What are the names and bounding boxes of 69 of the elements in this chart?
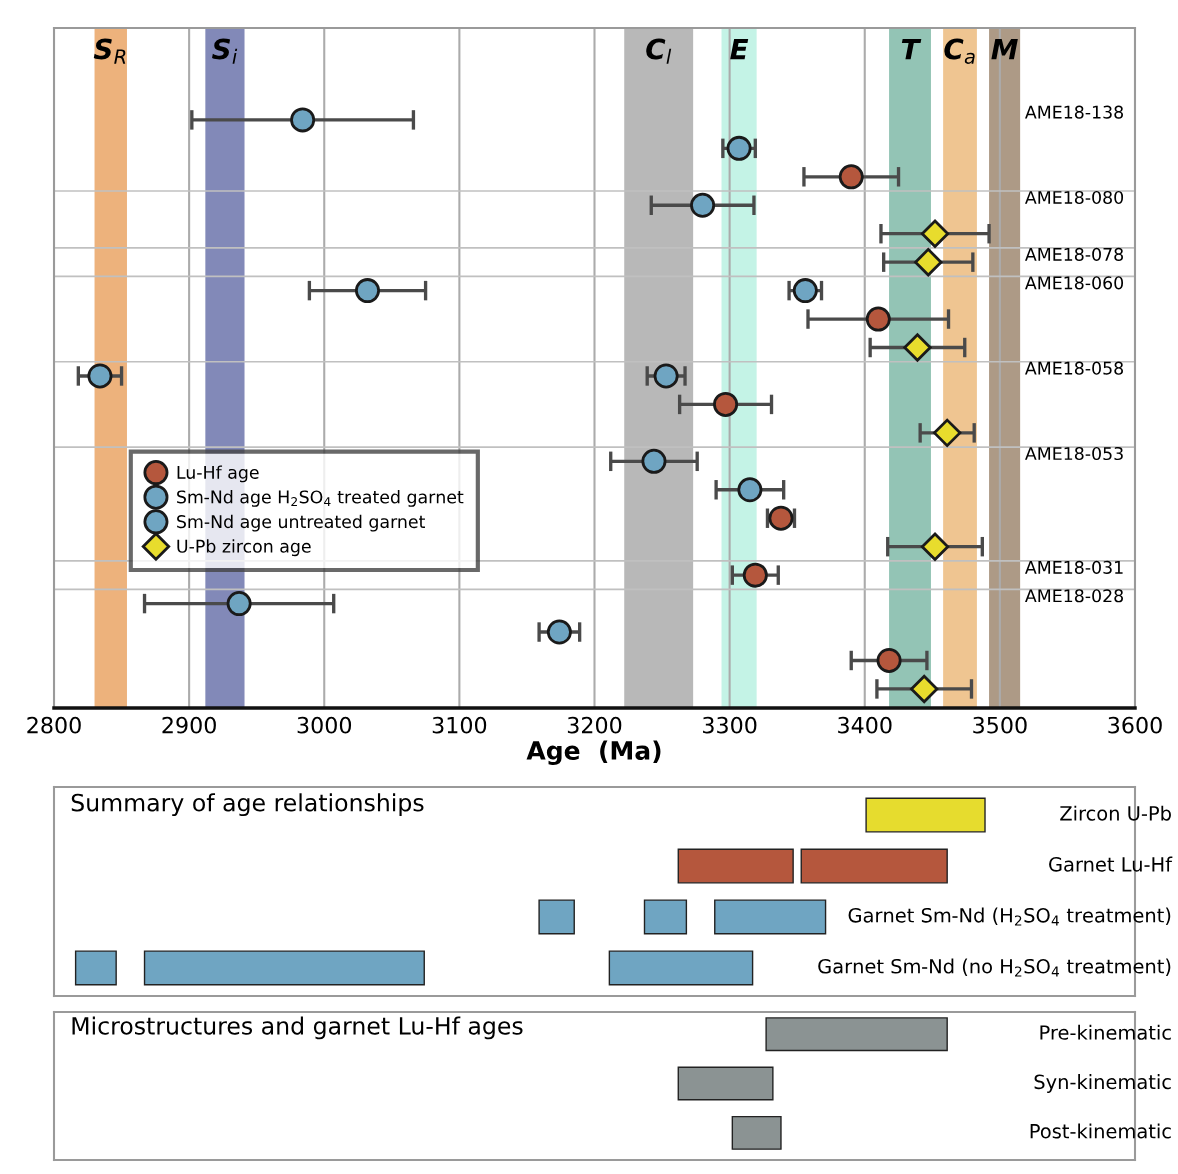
y-tick-label: Post-kinematic [1030,1123,1171,1139]
y-tick-label: AME18-078 [1025,247,1123,261]
band-label: C$_{l}$ [646,38,672,64]
point [920,532,950,561]
x-tick-label: 3400 [838,716,892,734]
x-tick-label: 3300 [703,716,757,734]
y-tick-label: Zircon U-Pb [1060,805,1171,821]
point [641,448,667,474]
band-label: M [991,39,1018,60]
y-tick-label: AME18-028 [1025,589,1123,603]
point [87,363,113,389]
y-tick-label: Garnet Lu-Hf [1049,856,1173,872]
bar [143,950,425,986]
bar [74,950,117,986]
bar [677,848,794,884]
point [933,418,962,448]
point [914,248,943,277]
y-tick-label: AME18-080 [1025,190,1124,205]
point [290,107,316,133]
chart-title: Summary of age relationships [71,793,424,817]
point [920,219,950,248]
point [742,562,768,588]
legend-label: Lu-Hf age [177,465,259,483]
y-tick-label: Garnet Sm-Nd (H$_{2}$SO$_{4}$ treatment) [848,907,1171,926]
x-tick-label: 3500 [973,716,1027,734]
bar [800,848,948,884]
y-tick-label: Garnet Sm-Nd (no H$_{2}$SO$_{4}$ treatment) [818,958,1171,977]
point [690,192,716,218]
point [354,278,380,304]
point [865,306,891,332]
band-label: S$_{R}$ [93,38,126,64]
y-tick-label: AME18-058 [1025,361,1123,375]
x-tick-label: 3000 [297,716,352,734]
x-tick-label: 2900 [162,716,216,734]
x-axis-title: Age (Ma) [526,740,661,765]
x-tick-label: 2800 [27,716,81,734]
point [726,135,752,161]
point [910,674,939,704]
band-label: T [901,39,922,60]
y-tick-label: Syn-kinematic [1034,1074,1171,1093]
y-tick-label: Pre-kinematic [1040,1024,1171,1040]
band-label: C$_{a}$ [944,38,975,64]
bar [643,899,688,935]
y-tick-label: AME18-053 [1025,446,1123,461]
x-tick-label: 3200 [567,716,622,734]
bar [608,950,754,986]
point [226,591,252,617]
x-tick-label: 3100 [432,716,487,734]
legend-label: Sm-Nd age H$_{2}$SO$_{4}$ treated garnet [177,490,464,507]
bar [538,899,575,935]
point [546,619,572,645]
point [838,164,864,190]
point [903,333,932,362]
x-tick-label: 3600 [1108,716,1162,734]
y-tick-label: AME18-138 [1025,105,1123,119]
point [737,477,763,503]
point [713,391,739,417]
band-label: S$_{i}$ [212,38,238,64]
y-tick-label: AME18-060 [1025,276,1124,290]
band-label: E [730,39,749,60]
legend-label: U-Pb zircon age [177,539,311,557]
y-tick-label: AME18-031 [1025,560,1123,574]
chart-title: Microstructures and garnet Lu-Hf ages [72,1016,523,1040]
legend-label: Sm-Nd age untreated garnet [177,514,425,532]
bar [714,899,827,935]
point [876,647,902,673]
point [792,278,818,304]
point [653,363,679,389]
bar [865,797,986,833]
